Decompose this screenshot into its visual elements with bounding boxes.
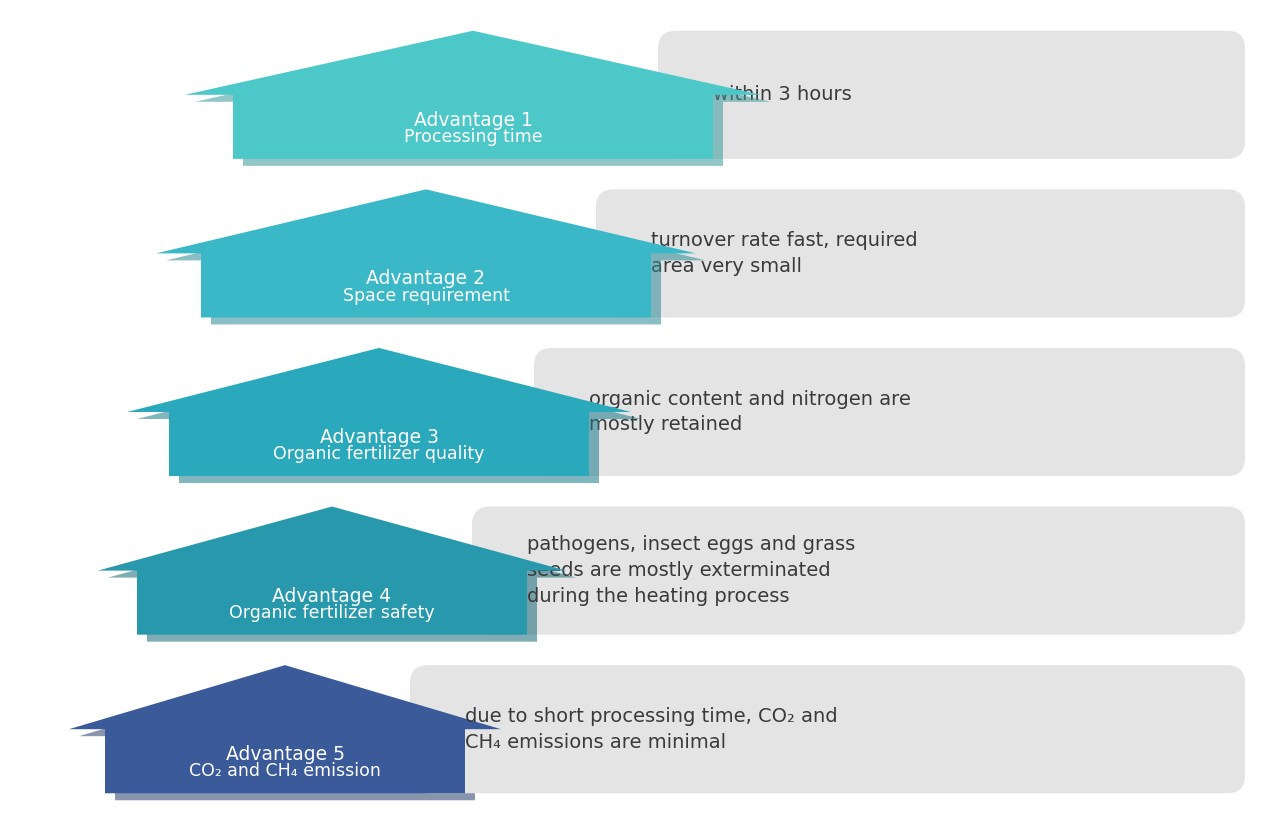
Polygon shape — [165, 196, 707, 325]
FancyBboxPatch shape — [596, 190, 1245, 317]
Text: Advantage 5: Advantage 5 — [225, 745, 345, 764]
Polygon shape — [108, 514, 575, 641]
FancyBboxPatch shape — [533, 348, 1245, 476]
Polygon shape — [98, 506, 566, 635]
Polygon shape — [127, 348, 631, 476]
Text: Advantage 2: Advantage 2 — [367, 269, 485, 288]
Text: organic content and nitrogen are
mostly retained: organic content and nitrogen are mostly … — [589, 390, 911, 435]
Text: Processing time: Processing time — [404, 128, 542, 146]
Text: Advantage 1: Advantage 1 — [414, 111, 532, 129]
Polygon shape — [137, 355, 642, 483]
Polygon shape — [185, 31, 761, 159]
Text: CO₂ and CH₄ emission: CO₂ and CH₄ emission — [190, 763, 381, 781]
FancyBboxPatch shape — [472, 506, 1245, 635]
Text: Advantage 3: Advantage 3 — [320, 428, 438, 447]
Text: Advantage 4: Advantage 4 — [272, 587, 392, 606]
FancyBboxPatch shape — [658, 31, 1245, 159]
Text: within 3 hours: within 3 hours — [713, 85, 852, 104]
Text: pathogens, insect eggs and grass
seeds are mostly exterminated
during the heatin: pathogens, insect eggs and grass seeds a… — [527, 536, 855, 606]
Polygon shape — [69, 665, 502, 794]
Text: due to short processing time, CO₂ and
CH₄ emissions are minimal: due to short processing time, CO₂ and CH… — [465, 707, 838, 751]
Polygon shape — [157, 190, 696, 317]
Text: turnover rate fast, required
area very small: turnover rate fast, required area very s… — [651, 231, 918, 276]
Text: Organic fertilizer safety: Organic fertilizer safety — [229, 604, 435, 622]
Text: Organic fertilizer quality: Organic fertilizer quality — [274, 445, 485, 463]
FancyBboxPatch shape — [410, 665, 1245, 794]
Polygon shape — [79, 672, 510, 800]
Text: Space requirement: Space requirement — [342, 287, 509, 304]
Polygon shape — [195, 37, 771, 166]
